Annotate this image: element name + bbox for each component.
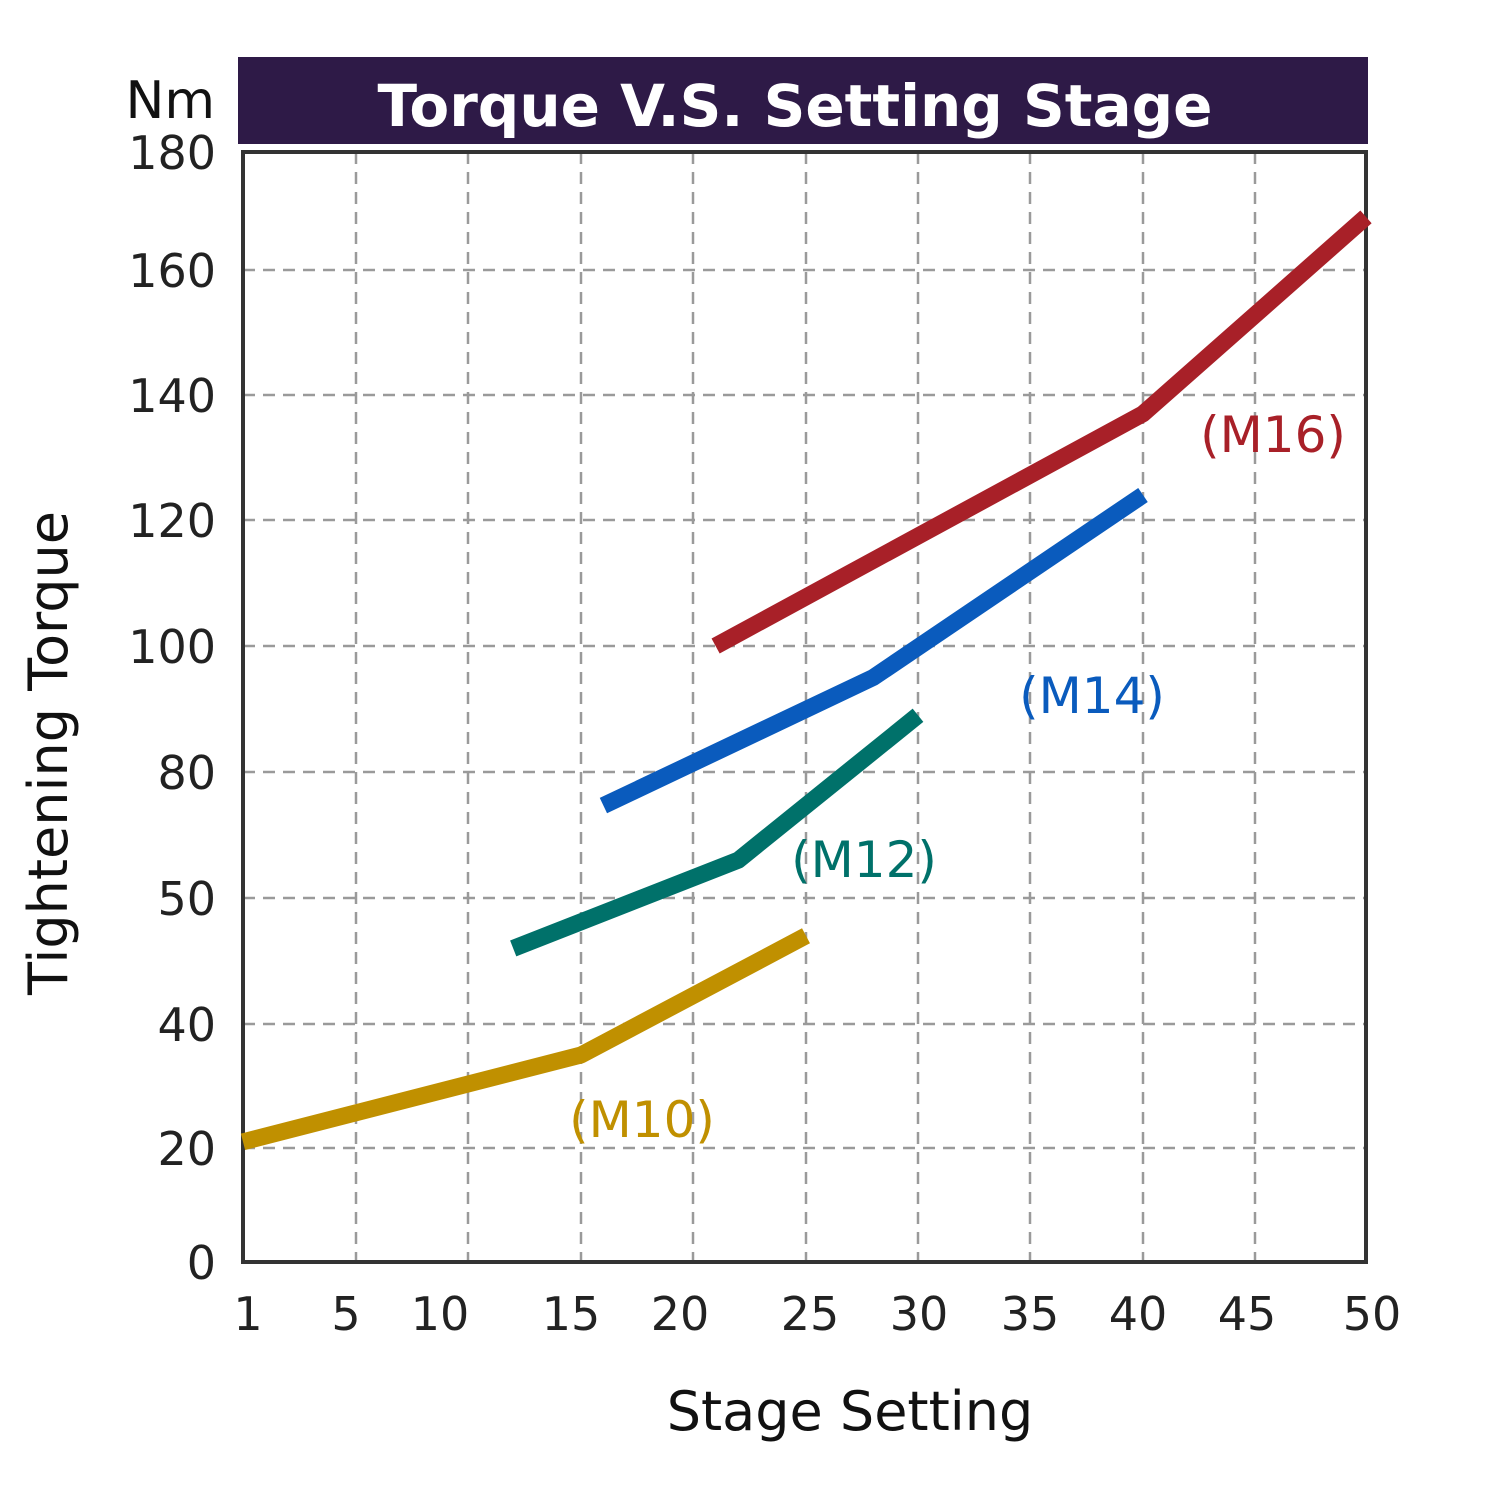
series-lines: [240, 210, 1372, 1151]
y-tick-label: 120: [128, 494, 216, 548]
x-tick-label: 50: [1343, 1287, 1402, 1341]
series-line-m14: [599, 487, 1148, 814]
series-line-m16: [711, 210, 1372, 654]
series-labels: (M10) (M12) (M14) (M16): [569, 406, 1346, 1149]
y-tick-label: 160: [128, 244, 216, 298]
plot-frame: [241, 150, 1368, 1264]
y-tick-label: 140: [128, 369, 216, 423]
x-tick-label: 40: [1109, 1287, 1168, 1341]
series-label-m14: (M14): [1019, 667, 1165, 725]
series-line-m10: [240, 928, 810, 1151]
y-unit-label: Nm: [125, 71, 215, 131]
x-tick-label: 5: [331, 1287, 360, 1341]
x-axis-title: Stage Setting: [667, 1380, 1034, 1443]
y-tick-label: 20: [157, 1122, 216, 1176]
x-tick-label: 10: [411, 1287, 470, 1341]
y-tick-label: 0: [187, 1236, 216, 1290]
chart-title: Torque V.S. Setting Stage: [377, 72, 1212, 140]
y-tick-label: 80: [157, 746, 216, 800]
series-label-m10: (M10): [569, 1091, 715, 1149]
x-tick-labels: 1 5 10 15 20 25 30 35 40 45 50: [233, 1287, 1401, 1341]
y-tick-label: 50: [157, 872, 216, 926]
y-tick-label: 180: [128, 126, 216, 180]
x-tick-label: 25: [781, 1287, 840, 1341]
x-tick-label: 15: [542, 1287, 601, 1341]
x-tick-label: 30: [890, 1287, 949, 1341]
x-tick-label: 1: [233, 1287, 262, 1341]
x-tick-label: 45: [1218, 1287, 1277, 1341]
series-label-m12: (M12): [791, 831, 937, 889]
x-tick-label: 20: [651, 1287, 710, 1341]
x-tick-label: 35: [1001, 1287, 1060, 1341]
series-label-m16: (M16): [1200, 406, 1346, 464]
series-line-m12: [510, 708, 924, 957]
title-bar: [238, 57, 1368, 144]
y-tick-label: 40: [157, 998, 216, 1052]
y-tick-labels: 0 20 40 50 80 100 120 140 160 180: [128, 126, 216, 1290]
y-tick-label: 100: [128, 620, 216, 674]
y-axis-title: Tightening Torque: [17, 511, 80, 996]
